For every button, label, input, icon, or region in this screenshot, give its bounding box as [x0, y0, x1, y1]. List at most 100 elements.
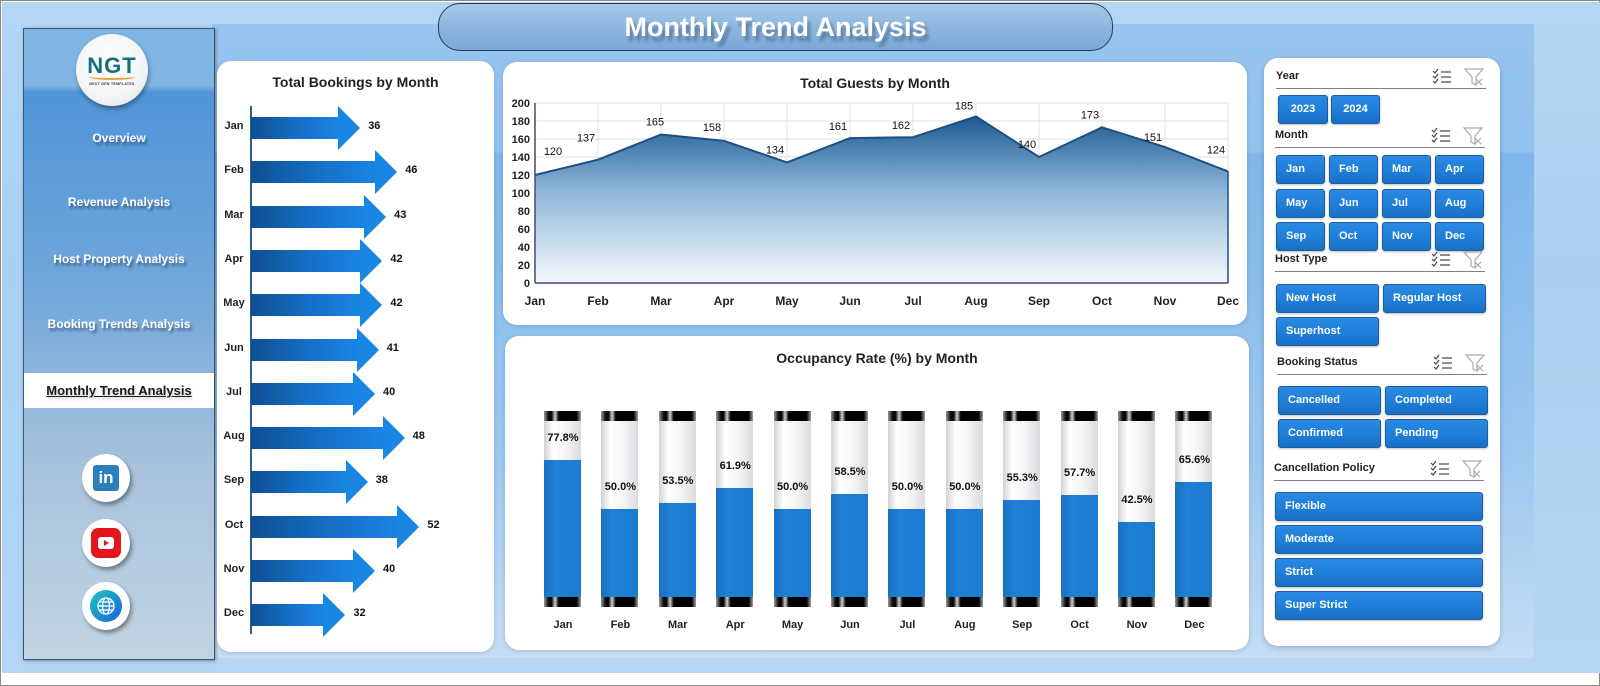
host-type-new-host-button[interactable]: New Host [1276, 284, 1379, 313]
bookings-month-label: Jun [224, 341, 244, 354]
month-mar-button[interactable]: Mar [1382, 155, 1431, 184]
occupancy-chart-card: Occupancy Rate (%) by Month 77.8% Jan 50… [505, 336, 1249, 650]
cancellation-policy-slicer-label: Cancellation Policy [1274, 462, 1375, 474]
logo-swoosh-icon [89, 74, 135, 80]
bookings-bar-row: Jun 41 [217, 327, 494, 372]
bookings-month-label: Nov [223, 563, 245, 575]
occupancy-month-label: Nov [1126, 619, 1148, 631]
cancellation-moderate-button[interactable]: Moderate [1275, 525, 1483, 554]
cancellation-super-strict-button[interactable]: Super Strict [1275, 591, 1483, 620]
occupancy-month-label: Apr [725, 619, 745, 631]
bookings-month-label: Jan [224, 120, 244, 132]
booking-status-completed-button[interactable]: Completed [1385, 386, 1488, 415]
clear-filter-icon[interactable] [1463, 127, 1483, 145]
host-type-slicer-label: Host Type [1275, 253, 1328, 265]
guests-value-label: 162 [892, 120, 910, 132]
sidebar-item-booking-trends-analysis[interactable]: Booking Trends Analysis [47, 317, 191, 331]
host-type-superhost-button[interactable]: Superhost [1276, 317, 1379, 346]
month-may-button[interactable]: May [1276, 188, 1325, 218]
page-title: Monthly Trend Analysis [624, 11, 927, 42]
clear-filter-icon[interactable] [1462, 460, 1482, 478]
occupancy-month-label: Jun [840, 619, 860, 631]
host-type-regular-host-button[interactable]: Regular Host [1383, 284, 1486, 313]
guests-area-chart: 200180160140120100806040200Jan120Feb137M… [512, 98, 1240, 308]
guests-chart-card: Total Guests by Month 200 180 160 140 120 100… [503, 62, 1247, 325]
occupancy-month-label: Mar [668, 619, 688, 631]
bookings-value-label: 36 [368, 120, 381, 132]
month-oct-button[interactable]: Oct [1329, 222, 1378, 251]
occupancy-value-label: 55.3% [1006, 471, 1038, 484]
occupancy-value-label: 50.0% [604, 481, 636, 493]
multi-select-icon[interactable] [1430, 460, 1450, 477]
sidebar-item-monthly-trend-analysis[interactable]: Monthly Trend Analysis [24, 373, 214, 408]
occupancy-month-label: Jul [899, 619, 916, 631]
multi-select-icon[interactable] [1432, 68, 1452, 85]
occupancy-value-label: 42.5% [1121, 494, 1153, 507]
sidebar: NGT NEXT GEN TEMPLATES Overview Revenue … [23, 28, 215, 660]
month-sep-button[interactable]: Sep [1276, 222, 1325, 251]
multi-select-icon[interactable] [1433, 354, 1453, 371]
guests-x-label: Aug [964, 294, 987, 308]
guests-value-label: 165 [646, 117, 664, 129]
occupancy-bar: 50.0% May [773, 411, 811, 631]
bookings-value-label: 40 [383, 385, 396, 398]
month-aug-button[interactable]: Aug [1435, 188, 1484, 218]
guests-y-tick: 20 [518, 260, 530, 272]
sidebar-item-overview[interactable]: Overview [92, 131, 146, 145]
booking-status-confirmed-button[interactable]: Confirmed [1278, 419, 1381, 448]
youtube-button[interactable] [82, 519, 130, 567]
month-feb-button[interactable]: Feb [1329, 155, 1378, 184]
bookings-value-label: 40 [383, 563, 396, 575]
bookings-bar-row: Oct 52 [217, 504, 494, 549]
multi-select-icon[interactable] [1431, 251, 1451, 268]
month-dec-button[interactable]: Dec [1435, 222, 1484, 251]
year-2023-button[interactable]: 2023 [1278, 95, 1328, 124]
guests-value-label: 161 [829, 121, 847, 133]
clear-filter-icon[interactable] [1464, 68, 1484, 86]
clear-filter-icon[interactable] [1465, 354, 1485, 372]
occupancy-month-label: Oct [1070, 619, 1089, 631]
occupancy-bar: 53.5% Mar [658, 411, 696, 631]
bookings-month-label: Dec [223, 607, 245, 620]
year-slicer-header: Year [1276, 67, 1486, 89]
year-2024-button[interactable]: 2024 [1331, 95, 1380, 124]
guests-value-label: 137 [577, 133, 595, 145]
guests-x-label: Jun [839, 294, 860, 308]
globe-icon [90, 590, 122, 622]
guests-x-label: Apr [714, 294, 735, 308]
month-jun-button[interactable]: Jun [1329, 188, 1378, 218]
month-nov-button[interactable]: Nov [1382, 222, 1431, 251]
month-apr-button[interactable]: Apr [1435, 155, 1484, 184]
cancellation-policy-slicer-header: Cancellation Policy [1274, 459, 1484, 481]
occupancy-bar: 50.0% Feb [601, 411, 639, 631]
youtube-icon [91, 528, 121, 558]
booking-status-cancelled-button[interactable]: Cancelled [1278, 386, 1381, 415]
occupancy-bar: 77.8% Jan [544, 411, 581, 631]
multi-select-icon[interactable] [1431, 127, 1451, 144]
bookings-month-label: Aug [223, 430, 245, 443]
booking-status-pending-button[interactable]: Pending [1385, 419, 1488, 448]
guests-y-tick: 60 [518, 224, 530, 236]
occupancy-bar: 55.3% Sep [1003, 411, 1041, 631]
bookings-month-label: Mar [224, 208, 244, 221]
clear-filter-icon[interactable] [1463, 251, 1483, 269]
sidebar-item-revenue-analysis[interactable]: Revenue Analysis [67, 195, 171, 209]
occupancy-value-label: 50.0% [776, 481, 809, 493]
cancellation-strict-button[interactable]: Strict [1275, 558, 1483, 587]
linkedin-button[interactable]: in [82, 454, 130, 502]
occupancy-bar: 65.6% Dec [1175, 411, 1213, 631]
month-jul-button[interactable]: Jul [1382, 188, 1431, 218]
website-button[interactable] [82, 582, 130, 630]
occupancy-month-label: Dec [1184, 619, 1205, 631]
bookings-value-label: 42 [390, 297, 403, 310]
cancellation-flexible-button[interactable]: Flexible [1275, 492, 1483, 521]
sidebar-item-host-property-analysis[interactable]: Host Property Analysis [53, 252, 185, 266]
bookings-bar-row: Jan 36 [217, 106, 494, 150]
guests-y-tick: 180 [512, 116, 530, 128]
bookings-bar-row: Jul 40 [217, 371, 494, 416]
occupancy-month-label: Sep [1012, 619, 1033, 631]
month-jan-button[interactable]: Jan [1276, 155, 1325, 184]
bookings-value-label: 38 [375, 474, 388, 487]
guests-y-tick: 160 [512, 134, 530, 146]
